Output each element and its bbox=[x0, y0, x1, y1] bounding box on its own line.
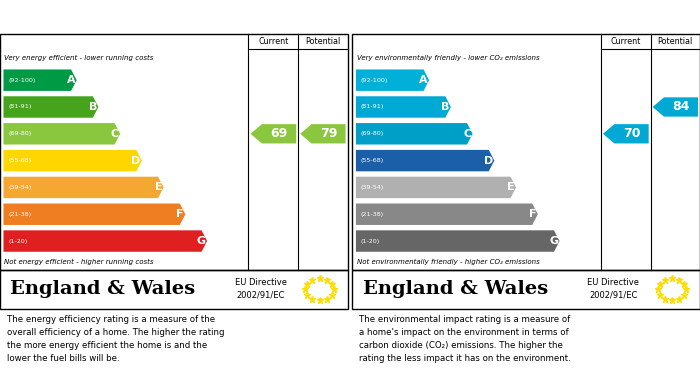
Text: F: F bbox=[176, 209, 184, 219]
Text: Energy Efficiency Rating: Energy Efficiency Rating bbox=[8, 11, 172, 23]
Text: (39-54): (39-54) bbox=[360, 185, 384, 190]
Text: G: G bbox=[197, 236, 206, 246]
Text: B: B bbox=[89, 102, 97, 112]
Text: E: E bbox=[155, 183, 162, 192]
Text: D: D bbox=[131, 156, 141, 166]
Text: (92-100): (92-100) bbox=[360, 78, 388, 83]
Text: Not environmentally friendly - higher CO₂ emissions: Not environmentally friendly - higher CO… bbox=[356, 259, 540, 265]
Polygon shape bbox=[251, 124, 296, 143]
Text: EU Directive
2002/91/EC: EU Directive 2002/91/EC bbox=[234, 278, 287, 299]
Text: (69-80): (69-80) bbox=[8, 131, 32, 136]
Polygon shape bbox=[4, 96, 99, 118]
Text: F: F bbox=[529, 209, 536, 219]
Text: Potential: Potential bbox=[305, 37, 340, 46]
Polygon shape bbox=[356, 150, 494, 171]
Text: B: B bbox=[441, 102, 449, 112]
Text: Environmental Impact (CO₂) Rating: Environmental Impact (CO₂) Rating bbox=[361, 11, 594, 23]
Text: (21-38): (21-38) bbox=[8, 212, 32, 217]
Text: (81-91): (81-91) bbox=[8, 104, 32, 109]
Polygon shape bbox=[4, 150, 142, 171]
Text: (21-38): (21-38) bbox=[360, 212, 384, 217]
Text: (1-20): (1-20) bbox=[8, 239, 27, 244]
Text: (55-68): (55-68) bbox=[360, 158, 384, 163]
Text: 84: 84 bbox=[672, 100, 690, 113]
Text: Very environmentally friendly - lower CO₂ emissions: Very environmentally friendly - lower CO… bbox=[356, 55, 539, 61]
Text: C: C bbox=[111, 129, 119, 139]
Polygon shape bbox=[356, 70, 429, 91]
Text: Very energy efficient - lower running costs: Very energy efficient - lower running co… bbox=[4, 55, 153, 61]
Text: England & Wales: England & Wales bbox=[10, 280, 195, 298]
Text: A: A bbox=[419, 75, 428, 85]
Text: (55-68): (55-68) bbox=[8, 158, 32, 163]
Polygon shape bbox=[300, 124, 346, 143]
Text: (1-20): (1-20) bbox=[360, 239, 380, 244]
Text: The environmental impact rating is a measure of
a home's impact on the environme: The environmental impact rating is a mea… bbox=[359, 316, 571, 363]
Text: (81-91): (81-91) bbox=[360, 104, 384, 109]
Text: Current: Current bbox=[258, 37, 288, 46]
Text: (39-54): (39-54) bbox=[8, 185, 32, 190]
Polygon shape bbox=[356, 177, 516, 198]
Polygon shape bbox=[652, 97, 698, 117]
Text: 79: 79 bbox=[320, 127, 337, 140]
Polygon shape bbox=[4, 230, 207, 252]
Polygon shape bbox=[4, 177, 164, 198]
Text: (69-80): (69-80) bbox=[360, 131, 384, 136]
Polygon shape bbox=[356, 123, 473, 145]
Text: EU Directive
2002/91/EC: EU Directive 2002/91/EC bbox=[587, 278, 639, 299]
Text: A: A bbox=[66, 75, 76, 85]
Text: Not energy efficient - higher running costs: Not energy efficient - higher running co… bbox=[4, 259, 154, 265]
Polygon shape bbox=[4, 70, 77, 91]
Polygon shape bbox=[356, 203, 538, 225]
Text: G: G bbox=[549, 236, 558, 246]
Text: Current: Current bbox=[610, 37, 641, 46]
Text: (92-100): (92-100) bbox=[8, 78, 36, 83]
Text: 69: 69 bbox=[270, 127, 288, 140]
Text: C: C bbox=[463, 129, 471, 139]
Polygon shape bbox=[4, 203, 186, 225]
Text: England & Wales: England & Wales bbox=[363, 280, 548, 298]
Text: 70: 70 bbox=[623, 127, 640, 140]
Polygon shape bbox=[603, 124, 649, 143]
Text: D: D bbox=[484, 156, 493, 166]
Text: The energy efficiency rating is a measure of the
overall efficiency of a home. T: The energy efficiency rating is a measur… bbox=[7, 316, 225, 363]
Text: Potential: Potential bbox=[658, 37, 693, 46]
Polygon shape bbox=[356, 230, 559, 252]
Polygon shape bbox=[356, 96, 451, 118]
Polygon shape bbox=[4, 123, 120, 145]
Text: E: E bbox=[507, 183, 514, 192]
